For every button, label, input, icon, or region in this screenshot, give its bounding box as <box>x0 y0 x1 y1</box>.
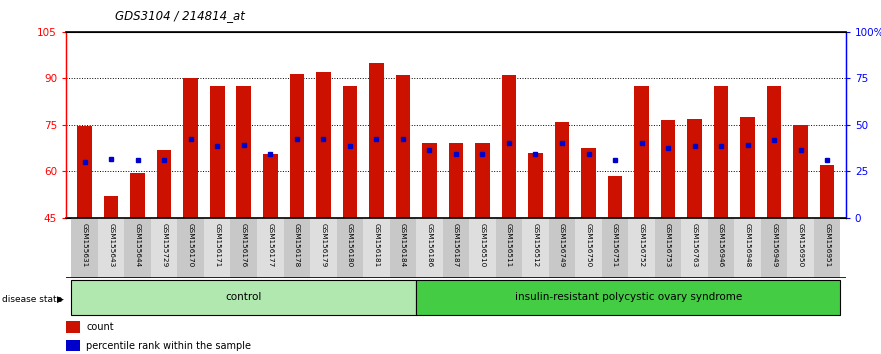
Text: GSM155631: GSM155631 <box>82 223 87 267</box>
Bar <box>761 218 788 278</box>
Bar <box>78 126 92 218</box>
Bar <box>316 72 330 218</box>
Bar <box>602 218 628 278</box>
Bar <box>814 218 840 278</box>
Text: count: count <box>86 322 114 332</box>
Bar <box>130 173 145 218</box>
Bar <box>496 218 522 278</box>
Text: GSM156178: GSM156178 <box>293 223 300 267</box>
Bar <box>555 122 569 218</box>
Text: GSM156948: GSM156948 <box>744 223 751 267</box>
Bar <box>501 75 516 218</box>
Text: GSM156170: GSM156170 <box>188 223 194 267</box>
Bar <box>634 86 648 218</box>
Text: insulin-resistant polycystic ovary syndrome: insulin-resistant polycystic ovary syndr… <box>515 292 742 302</box>
Bar <box>522 218 549 278</box>
Bar <box>442 218 470 278</box>
Text: GSM156749: GSM156749 <box>559 223 565 267</box>
Bar <box>337 218 363 278</box>
Bar <box>369 63 383 218</box>
Bar <box>766 86 781 218</box>
Bar <box>151 218 177 278</box>
Bar <box>124 218 151 278</box>
Bar <box>104 196 118 218</box>
Bar <box>66 340 80 351</box>
Bar <box>310 218 337 278</box>
Bar <box>788 218 814 278</box>
Text: percentile rank within the sample: percentile rank within the sample <box>86 341 251 350</box>
Bar <box>655 218 681 278</box>
Bar <box>661 120 676 218</box>
Bar <box>735 218 761 278</box>
Bar <box>177 218 204 278</box>
Bar <box>714 86 729 218</box>
Bar <box>575 218 602 278</box>
Text: ▶: ▶ <box>56 295 63 304</box>
Bar <box>549 218 575 278</box>
Bar <box>448 143 463 218</box>
Text: GSM156177: GSM156177 <box>267 223 273 267</box>
Text: GSM156950: GSM156950 <box>797 223 803 267</box>
Bar <box>157 149 172 218</box>
Bar <box>236 86 251 218</box>
Text: control: control <box>226 292 262 302</box>
Bar <box>687 119 702 218</box>
Text: GSM155644: GSM155644 <box>135 223 141 267</box>
FancyBboxPatch shape <box>71 280 416 315</box>
Text: GSM156181: GSM156181 <box>374 223 380 267</box>
Bar <box>422 143 437 218</box>
Text: disease state: disease state <box>2 295 62 304</box>
Text: GSM156510: GSM156510 <box>479 223 485 267</box>
Text: GDS3104 / 214814_at: GDS3104 / 214814_at <box>115 9 244 22</box>
Bar <box>794 125 808 218</box>
Bar <box>681 218 707 278</box>
Bar <box>529 153 543 218</box>
Bar <box>740 117 755 218</box>
Text: GSM156187: GSM156187 <box>453 223 459 267</box>
Bar <box>71 218 98 278</box>
Bar <box>343 86 357 218</box>
Bar <box>204 218 231 278</box>
Text: GSM156753: GSM156753 <box>665 223 671 267</box>
Text: GSM156184: GSM156184 <box>400 223 406 267</box>
Text: GSM156751: GSM156751 <box>612 223 618 267</box>
Bar <box>470 218 496 278</box>
Text: GSM156946: GSM156946 <box>718 223 724 267</box>
Text: GSM156949: GSM156949 <box>771 223 777 267</box>
Bar <box>628 218 655 278</box>
Bar <box>820 165 834 218</box>
Bar <box>363 218 389 278</box>
Text: GSM156186: GSM156186 <box>426 223 433 267</box>
Text: GSM156763: GSM156763 <box>692 223 698 267</box>
Text: GSM155729: GSM155729 <box>161 223 167 267</box>
Bar <box>257 218 284 278</box>
Bar <box>210 86 225 218</box>
Text: GSM156752: GSM156752 <box>639 223 645 267</box>
Bar <box>98 218 124 278</box>
Bar <box>475 143 490 218</box>
Text: GSM156512: GSM156512 <box>532 223 538 267</box>
Bar <box>66 321 80 333</box>
Text: GSM156176: GSM156176 <box>241 223 247 267</box>
Text: GSM156750: GSM156750 <box>586 223 591 267</box>
Text: GSM156511: GSM156511 <box>506 223 512 267</box>
Text: GSM156171: GSM156171 <box>214 223 220 267</box>
Bar <box>608 176 622 218</box>
Bar <box>396 75 411 218</box>
FancyBboxPatch shape <box>416 280 840 315</box>
Text: GSM156179: GSM156179 <box>321 223 326 267</box>
Bar <box>290 74 304 218</box>
Bar <box>231 218 257 278</box>
Text: GSM156180: GSM156180 <box>347 223 352 267</box>
Bar <box>581 148 596 218</box>
Bar <box>707 218 735 278</box>
Bar <box>416 218 442 278</box>
Text: GSM156951: GSM156951 <box>825 223 830 267</box>
Text: GSM155643: GSM155643 <box>108 223 115 267</box>
Bar <box>389 218 416 278</box>
Bar <box>284 218 310 278</box>
Bar <box>263 154 278 218</box>
Bar <box>183 78 198 218</box>
